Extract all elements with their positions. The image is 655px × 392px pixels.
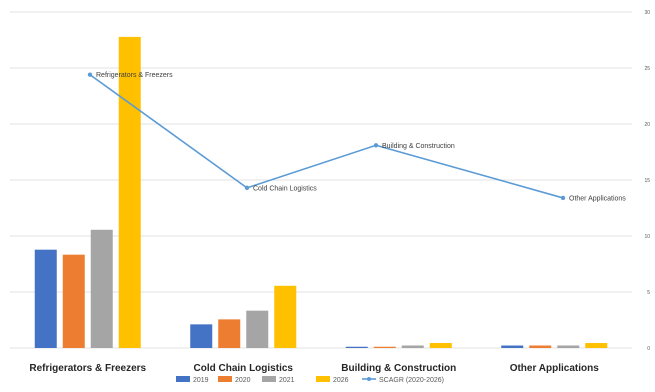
bar-2026-3 <box>585 343 608 348</box>
tick-label: 25 <box>644 66 650 72</box>
category-label: Refrigerators & Freezers <box>29 363 146 374</box>
legend-marker <box>367 377 371 381</box>
legend-label: SCAGR (2020-2026) <box>379 377 444 384</box>
bar-2020-2 <box>373 346 396 348</box>
legend-label: 2021 <box>279 377 295 384</box>
category-labels: Refrigerators & Freezers Cold Chain Logis… <box>29 363 599 374</box>
bar-2026-2 <box>429 343 452 348</box>
legend[interactable]: 2019 2020 2021 2026 SCAGR (2020-2026) <box>176 376 444 384</box>
cagr-point <box>87 72 93 77</box>
legend-label: 2026 <box>333 377 349 384</box>
legend-label: 2019 <box>193 377 209 384</box>
cagr-point-label: Cold Chain Logistics <box>253 185 317 192</box>
tick-label: 15 <box>644 178 650 184</box>
cagr-point-label: Refrigerators & Freezers <box>96 72 173 79</box>
bar-2026-0 <box>118 36 141 349</box>
cagr-point <box>373 143 379 148</box>
gridlines <box>10 11 632 349</box>
bar-2019-2 <box>345 346 368 348</box>
tick-label: 5 <box>647 290 650 296</box>
bar-2026-1 <box>274 285 297 348</box>
bar-2019-3 <box>501 345 524 348</box>
right-axis-ticks: 0 5 10 15 20 25 30 <box>644 10 650 352</box>
tick-label: 30 <box>644 10 650 16</box>
legend-label: 2020 <box>235 377 251 384</box>
bar-2021-1 <box>246 310 269 348</box>
tick-label: 10 <box>644 234 650 240</box>
cagr-point <box>244 185 250 191</box>
category-label: Building & Construction <box>341 363 456 374</box>
tick-label: 20 <box>644 122 650 128</box>
category-label: Other Applications <box>510 363 600 374</box>
bar-2021-2 <box>401 345 424 348</box>
bar-2020-0 <box>62 254 85 348</box>
legend-swatch <box>262 376 276 382</box>
cagr-point-label: Building & Construction <box>382 143 455 150</box>
legend-swatch <box>176 376 190 382</box>
tick-label: 0 <box>647 346 650 352</box>
bar-2021-0 <box>90 229 113 348</box>
bar-2019-0 <box>34 249 57 348</box>
bar-2019-1 <box>190 324 213 348</box>
cagr-line: Refrigerators & Freezers Cold Chain Logis… <box>87 72 626 202</box>
cagr-point-label: Other Applications <box>569 195 626 202</box>
bar-2021-3 <box>557 345 580 348</box>
cagr-line-path <box>89 74 564 199</box>
bars <box>34 36 608 349</box>
cagr-point <box>560 195 566 201</box>
bar-2020-1 <box>218 319 241 348</box>
category-label: Cold Chain Logistics <box>194 363 294 374</box>
legend-swatch <box>218 376 232 382</box>
legend-swatch <box>316 376 330 382</box>
bar-2020-3 <box>529 345 552 348</box>
